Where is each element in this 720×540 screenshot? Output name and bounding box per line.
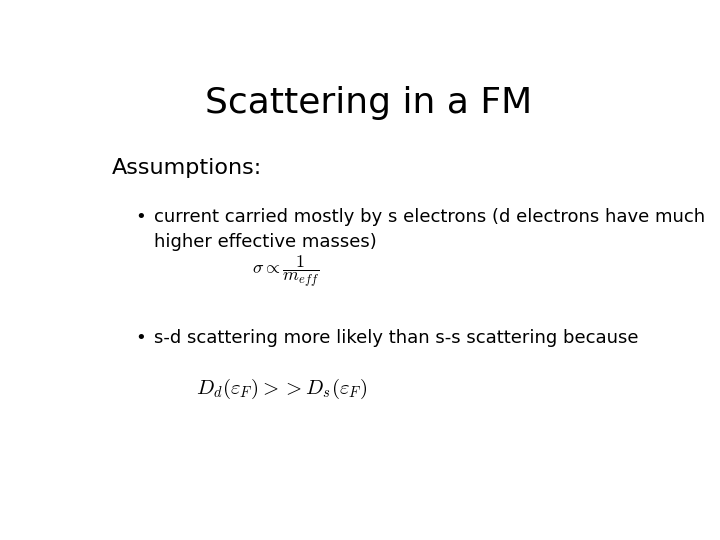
Text: Assumptions:: Assumptions: xyxy=(112,158,263,178)
Text: •: • xyxy=(135,329,145,347)
Text: s-d scattering more likely than s-s scattering because: s-d scattering more likely than s-s scat… xyxy=(154,329,639,347)
Text: current carried mostly by s electrons (d electrons have much
higher effective ma: current carried mostly by s electrons (d… xyxy=(154,208,706,251)
Text: Scattering in a FM: Scattering in a FM xyxy=(205,85,533,119)
Text: $\sigma \propto \dfrac{1}{m_{eff}}$: $\sigma \propto \dfrac{1}{m_{eff}}$ xyxy=(252,253,320,288)
Text: •: • xyxy=(135,208,145,226)
Text: $D_d(\varepsilon_F)>> D_s(\varepsilon_F)$: $D_d(\varepsilon_F)>> D_s(\varepsilon_F)… xyxy=(196,377,368,401)
